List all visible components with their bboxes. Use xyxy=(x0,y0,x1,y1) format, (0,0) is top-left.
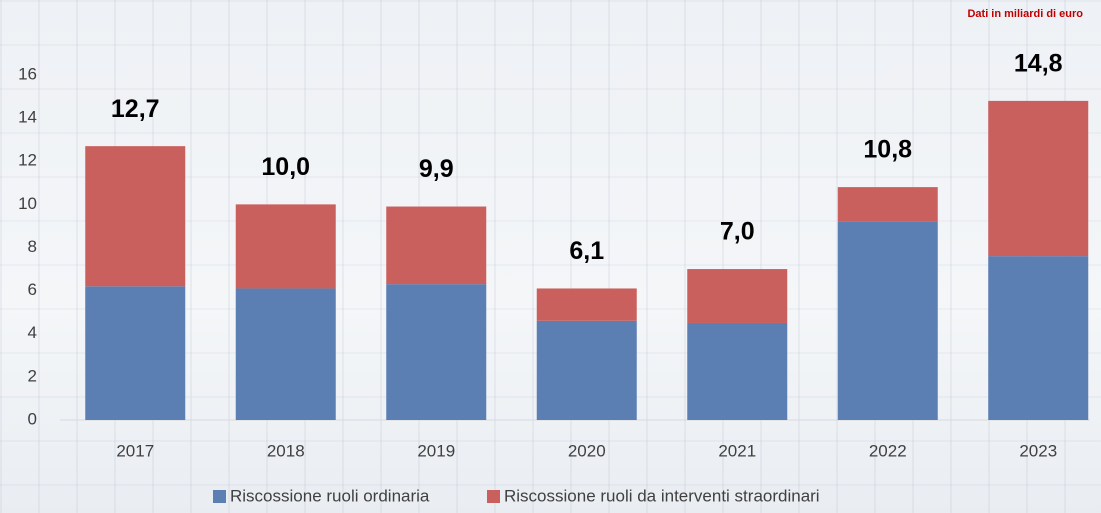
legend-label: Riscossione ruoli da interventi straordi… xyxy=(504,486,820,505)
y-tick-label: 14 xyxy=(18,108,37,127)
y-tick-label: 6 xyxy=(28,280,37,299)
y-tick-label: 16 xyxy=(18,64,37,83)
x-tick-label: 2023 xyxy=(1019,441,1057,460)
y-tick-label: 0 xyxy=(28,409,37,428)
x-tick-label: 2022 xyxy=(869,441,907,460)
bar-segment xyxy=(687,323,787,420)
bar-segment xyxy=(236,288,336,420)
x-tick-label: 2018 xyxy=(267,441,305,460)
total-label: 6,1 xyxy=(569,237,604,265)
bar-segment xyxy=(838,187,938,222)
total-label: 14,8 xyxy=(1014,49,1063,77)
legend-swatch xyxy=(213,490,226,503)
bar-segment xyxy=(988,101,1088,256)
bar-segment xyxy=(838,222,938,420)
x-tick-label: 2017 xyxy=(116,441,154,460)
bar-segment xyxy=(386,284,486,420)
total-label: 12,7 xyxy=(111,95,160,123)
total-label: 10,8 xyxy=(863,136,912,164)
legend-swatch xyxy=(487,490,500,503)
bar-segment xyxy=(687,269,787,323)
y-tick-label: 2 xyxy=(28,366,37,385)
x-tick-label: 2020 xyxy=(568,441,606,460)
x-tick-label: 2019 xyxy=(417,441,455,460)
y-tick-label: 4 xyxy=(28,323,37,342)
chart: Dati in miliardi di euro 0 2 4 6 8 10 12 14 16 20… xyxy=(0,0,1101,513)
bar-segment xyxy=(537,321,637,420)
bar-segment xyxy=(386,207,486,285)
total-label: 9,9 xyxy=(419,155,454,183)
bar-segment xyxy=(537,288,637,320)
x-tick-label: 2021 xyxy=(718,441,756,460)
legend-label: Riscossione ruoli ordinaria xyxy=(230,486,430,505)
bar-segment xyxy=(988,256,1088,420)
total-label: 7,0 xyxy=(720,218,755,246)
y-tick-label: 10 xyxy=(18,194,37,213)
bar-segment xyxy=(85,146,185,286)
units-note: Dati in miliardi di euro xyxy=(967,8,1083,20)
page: Dati in miliardi di euro 0 2 4 6 8 10 12 14 16 20… xyxy=(0,0,1101,513)
total-label: 10,0 xyxy=(261,153,310,181)
bar-segment xyxy=(236,204,336,288)
y-tick-label: 8 xyxy=(28,237,37,256)
bar-segment xyxy=(85,286,185,420)
y-tick-label: 12 xyxy=(18,151,37,170)
